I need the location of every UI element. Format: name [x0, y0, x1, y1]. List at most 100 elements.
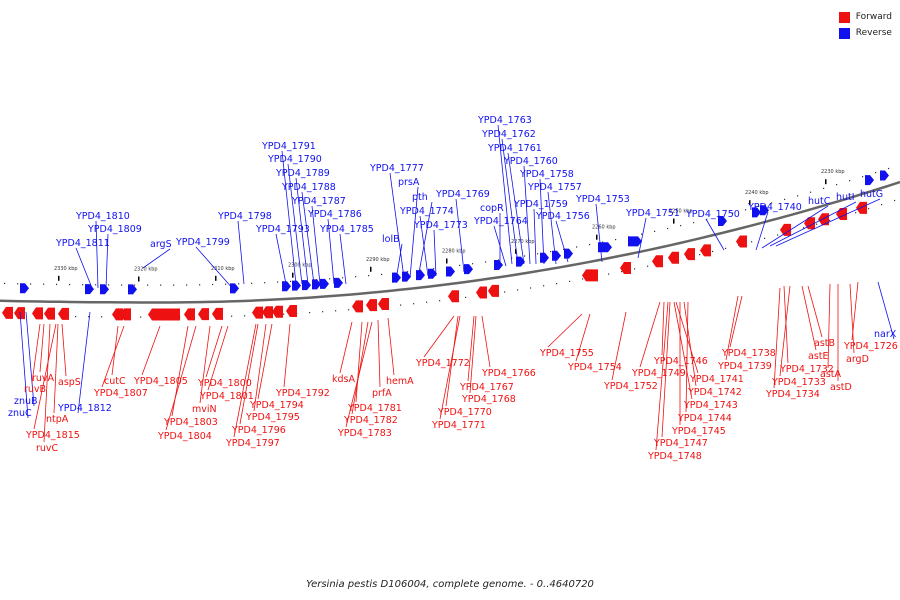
minor-tick [836, 184, 838, 186]
gene-label: YPD4_1807 [93, 388, 148, 399]
leader-line [481, 315, 491, 368]
gene-label: YPD4_1800 [197, 378, 252, 389]
minor-tick [764, 237, 766, 239]
leader-line [31, 323, 41, 384]
gene-label: YPD4_1757 [527, 182, 582, 193]
leader-line [655, 301, 669, 451]
leader-line [207, 325, 229, 391]
gene-label: YPD4_1770 [437, 407, 492, 418]
scale-tick [515, 248, 517, 254]
leader-line [595, 203, 603, 263]
leader-line [351, 321, 369, 415]
forward-gene [736, 235, 747, 248]
leader-line [387, 317, 395, 376]
minor-tick [758, 205, 760, 207]
leader-line [345, 321, 373, 428]
minor-tick [472, 263, 474, 265]
minor-tick [576, 246, 578, 248]
gene-label: YPD4_1745 [671, 426, 726, 437]
minor-tick [751, 241, 753, 243]
gene-label: YPD4_1738 [721, 348, 776, 359]
leader-line [77, 311, 91, 414]
scale-tick [138, 276, 140, 282]
gene-label: hemA [386, 376, 414, 387]
leader-line [639, 301, 661, 368]
minor-tick [569, 280, 571, 282]
minor-tick [459, 264, 461, 266]
gene-label: YPD4_1726 [843, 341, 898, 352]
gene-label: YPD4_1787 [291, 196, 346, 207]
forward-swatch [838, 11, 850, 23]
forward-gene [32, 307, 43, 320]
forward-gene [780, 223, 791, 236]
leader-line [389, 172, 405, 279]
gene-label: prfA [372, 388, 392, 399]
minor-tick [504, 291, 506, 293]
leader-line [851, 281, 859, 341]
scale-label: 2280 kbp [442, 249, 466, 255]
leader-line [433, 229, 437, 277]
reverse-gene [312, 279, 321, 290]
minor-tick [517, 289, 519, 291]
leader-line [533, 208, 537, 265]
forward-gene [120, 308, 131, 321]
leader-line [355, 321, 363, 403]
gene-label: YPD4_1743 [683, 400, 738, 411]
minor-tick [868, 208, 870, 210]
minor-tick [231, 315, 233, 317]
minor-tick [680, 225, 682, 227]
minor-tick [290, 280, 292, 282]
gene-label: YPD4_1746 [653, 356, 708, 367]
leader-line [33, 323, 57, 430]
minor-tick [426, 301, 428, 303]
gene-label: ntpA [46, 414, 69, 425]
minor-tick [82, 284, 84, 286]
gene-label: YPD4_1761 [487, 143, 542, 154]
reverse-gene [320, 278, 329, 289]
gene-label: YPD4_1792 [275, 388, 330, 399]
forward-gene [198, 308, 209, 321]
gene-label: YPD4_1734 [765, 389, 820, 400]
scale-label: 2270 kbp [511, 239, 535, 245]
minor-tick [433, 268, 435, 270]
minor-tick [329, 278, 331, 280]
minor-tick [88, 316, 90, 318]
leader-line [53, 323, 59, 414]
minor-tick [725, 247, 727, 249]
reverse-gene [334, 277, 343, 288]
minor-tick [160, 284, 162, 286]
leader-line [295, 177, 309, 285]
minor-tick [355, 276, 357, 278]
gene-label: hutI [836, 192, 855, 203]
minor-tick [413, 303, 415, 305]
gene-label: kdsA [332, 374, 355, 385]
gene-label: argD [846, 354, 869, 365]
forward-gene [818, 213, 829, 226]
scale-label: 2230 kbp [821, 169, 845, 175]
leader-line [171, 325, 189, 417]
leader-line [493, 225, 507, 267]
minor-tick [121, 284, 123, 286]
reverse-gene [464, 264, 473, 275]
gene-label: mviN [192, 404, 217, 415]
forward-gene [58, 307, 69, 320]
scale-tick [370, 266, 372, 272]
reverse-gene [416, 270, 425, 281]
leader-line [141, 325, 161, 376]
minor-tick [862, 176, 864, 178]
leader-line [195, 246, 235, 291]
leader-line [547, 191, 557, 265]
minor-tick [238, 283, 240, 285]
gene-label: YPD4_1767 [459, 382, 514, 393]
scale-label: 2240 kbp [745, 190, 769, 196]
minor-tick [407, 271, 409, 273]
minor-tick [589, 244, 591, 246]
minor-tick [140, 316, 142, 318]
forward-gene [366, 299, 377, 312]
forward-gene [184, 308, 195, 321]
minor-tick [309, 312, 311, 314]
minor-tick [95, 284, 97, 286]
minor-tick [322, 311, 324, 313]
leader-line [773, 287, 781, 389]
reverse-gene [128, 284, 137, 295]
